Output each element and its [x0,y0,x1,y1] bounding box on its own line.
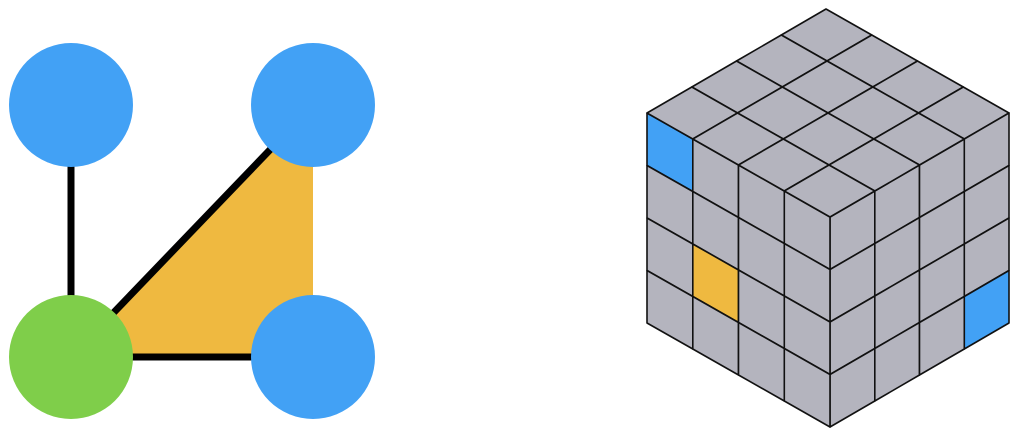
node-bottom-right [251,295,375,419]
node-top-right [251,43,375,167]
node-top-left [9,43,133,167]
node-bottom-left [9,295,133,419]
cube-left-cell [783,347,831,428]
cube-highlighted-cell [963,269,1010,350]
cube-top-cell [783,164,876,218]
graph-diagram [9,43,375,419]
cube-diagram [646,8,1010,428]
